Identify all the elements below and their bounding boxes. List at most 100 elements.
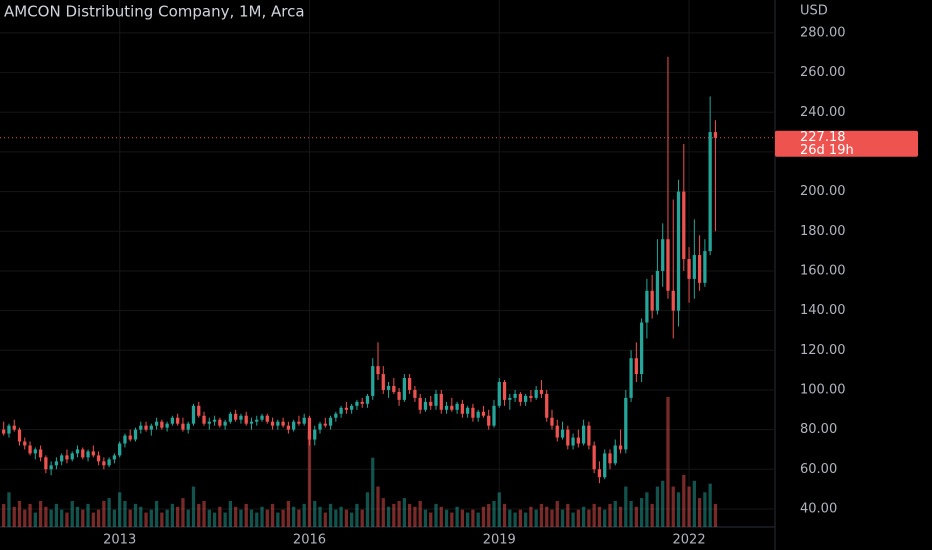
volume-bar bbox=[281, 509, 285, 527]
volume-bar bbox=[534, 509, 538, 527]
volume-bar bbox=[466, 512, 470, 527]
candle-body bbox=[534, 389, 538, 398]
candle-body bbox=[376, 366, 380, 375]
candle-body bbox=[692, 255, 696, 279]
candle-body bbox=[539, 389, 544, 394]
volume-bar bbox=[476, 512, 480, 527]
candle-body bbox=[471, 407, 475, 418]
volume-bar bbox=[508, 509, 512, 527]
candle-body bbox=[244, 415, 248, 424]
candle-body bbox=[523, 395, 528, 402]
candle-body bbox=[592, 445, 596, 470]
y-tick-label: 240.00 bbox=[800, 105, 846, 120]
candle-body bbox=[350, 405, 354, 410]
candle-body bbox=[328, 417, 333, 426]
candle-body bbox=[149, 425, 153, 430]
volume-bar bbox=[666, 397, 670, 527]
y-tick-label: 200.00 bbox=[800, 184, 846, 199]
volume-bar bbox=[671, 486, 675, 527]
volume-bar bbox=[334, 509, 338, 527]
candle-body bbox=[682, 191, 686, 260]
candle-body bbox=[186, 423, 190, 430]
volume-bar bbox=[81, 509, 85, 527]
volume-bar bbox=[413, 506, 417, 527]
volume-bar bbox=[144, 512, 148, 527]
candle-body bbox=[492, 405, 496, 426]
candle-body bbox=[618, 445, 623, 450]
volume-bar bbox=[444, 509, 449, 527]
volume-bar bbox=[49, 509, 53, 527]
candle-body bbox=[292, 421, 296, 430]
volume-bar bbox=[323, 512, 327, 527]
volume-bar bbox=[497, 492, 501, 527]
y-tick-label: 160.00 bbox=[800, 263, 846, 278]
volume-bar bbox=[471, 509, 475, 527]
volume-bar bbox=[418, 501, 422, 527]
candle-body bbox=[133, 429, 138, 440]
volume-bar bbox=[355, 503, 359, 527]
volume-bar bbox=[207, 509, 211, 527]
volume-bar bbox=[139, 506, 143, 527]
candle-body bbox=[165, 423, 169, 428]
candle-body bbox=[434, 393, 438, 406]
y-tick-label: 100.00 bbox=[800, 382, 846, 397]
candle-body bbox=[7, 425, 11, 434]
candle-body bbox=[28, 445, 32, 454]
volume-bar bbox=[297, 509, 301, 527]
volume-bar bbox=[566, 503, 570, 527]
candle-body bbox=[112, 455, 117, 460]
candle-body bbox=[703, 251, 707, 283]
volume-bar bbox=[91, 512, 95, 527]
candle-body bbox=[529, 395, 533, 398]
volume-bar bbox=[529, 506, 533, 527]
candle-body bbox=[128, 435, 132, 440]
volume-bar bbox=[603, 509, 607, 527]
candle-body bbox=[413, 389, 417, 398]
candle-body bbox=[444, 405, 449, 410]
volume-bar bbox=[513, 512, 517, 527]
volume-bar bbox=[28, 503, 32, 527]
volume-bar bbox=[202, 501, 206, 527]
candle-body bbox=[571, 437, 575, 446]
volume-bar bbox=[371, 457, 375, 527]
candle-body bbox=[218, 419, 222, 426]
volume-bar bbox=[228, 501, 233, 527]
x-tick-label: 2019 bbox=[483, 533, 516, 548]
candle-body bbox=[223, 421, 227, 426]
candle-body bbox=[344, 407, 349, 410]
volume-bar bbox=[713, 503, 718, 527]
candle-body bbox=[197, 405, 201, 416]
candle-body bbox=[713, 132, 718, 138]
candle-body bbox=[86, 451, 90, 458]
candle-body bbox=[566, 429, 570, 446]
candle-body bbox=[54, 461, 59, 466]
volume-bar bbox=[639, 498, 644, 527]
volume-bar bbox=[576, 509, 580, 527]
volume-bar bbox=[423, 509, 428, 527]
volume-bar bbox=[581, 506, 586, 527]
candle-body bbox=[402, 378, 407, 400]
volume-bar bbox=[655, 486, 660, 527]
candle-body bbox=[281, 421, 285, 426]
candle-body bbox=[676, 191, 681, 311]
volume-bar bbox=[597, 506, 602, 527]
candle-body bbox=[687, 259, 691, 279]
candle-body bbox=[276, 421, 280, 426]
candle-body bbox=[481, 411, 486, 416]
candle-body bbox=[265, 415, 269, 422]
volume-bar bbox=[439, 506, 443, 527]
candle-body bbox=[118, 443, 122, 456]
volume-bar bbox=[176, 506, 180, 527]
candle-body bbox=[365, 395, 370, 404]
volume-bar bbox=[703, 492, 707, 527]
candle-body bbox=[513, 393, 517, 398]
volume-bar bbox=[687, 486, 691, 527]
candle-body bbox=[555, 425, 559, 438]
candle-body bbox=[487, 415, 491, 426]
candle-body bbox=[318, 423, 322, 430]
volume-bar bbox=[44, 506, 48, 527]
candle-body bbox=[144, 425, 148, 430]
candle-body bbox=[44, 457, 48, 470]
y-tick-label: 80.00 bbox=[800, 422, 837, 437]
volume-bar bbox=[550, 509, 554, 527]
